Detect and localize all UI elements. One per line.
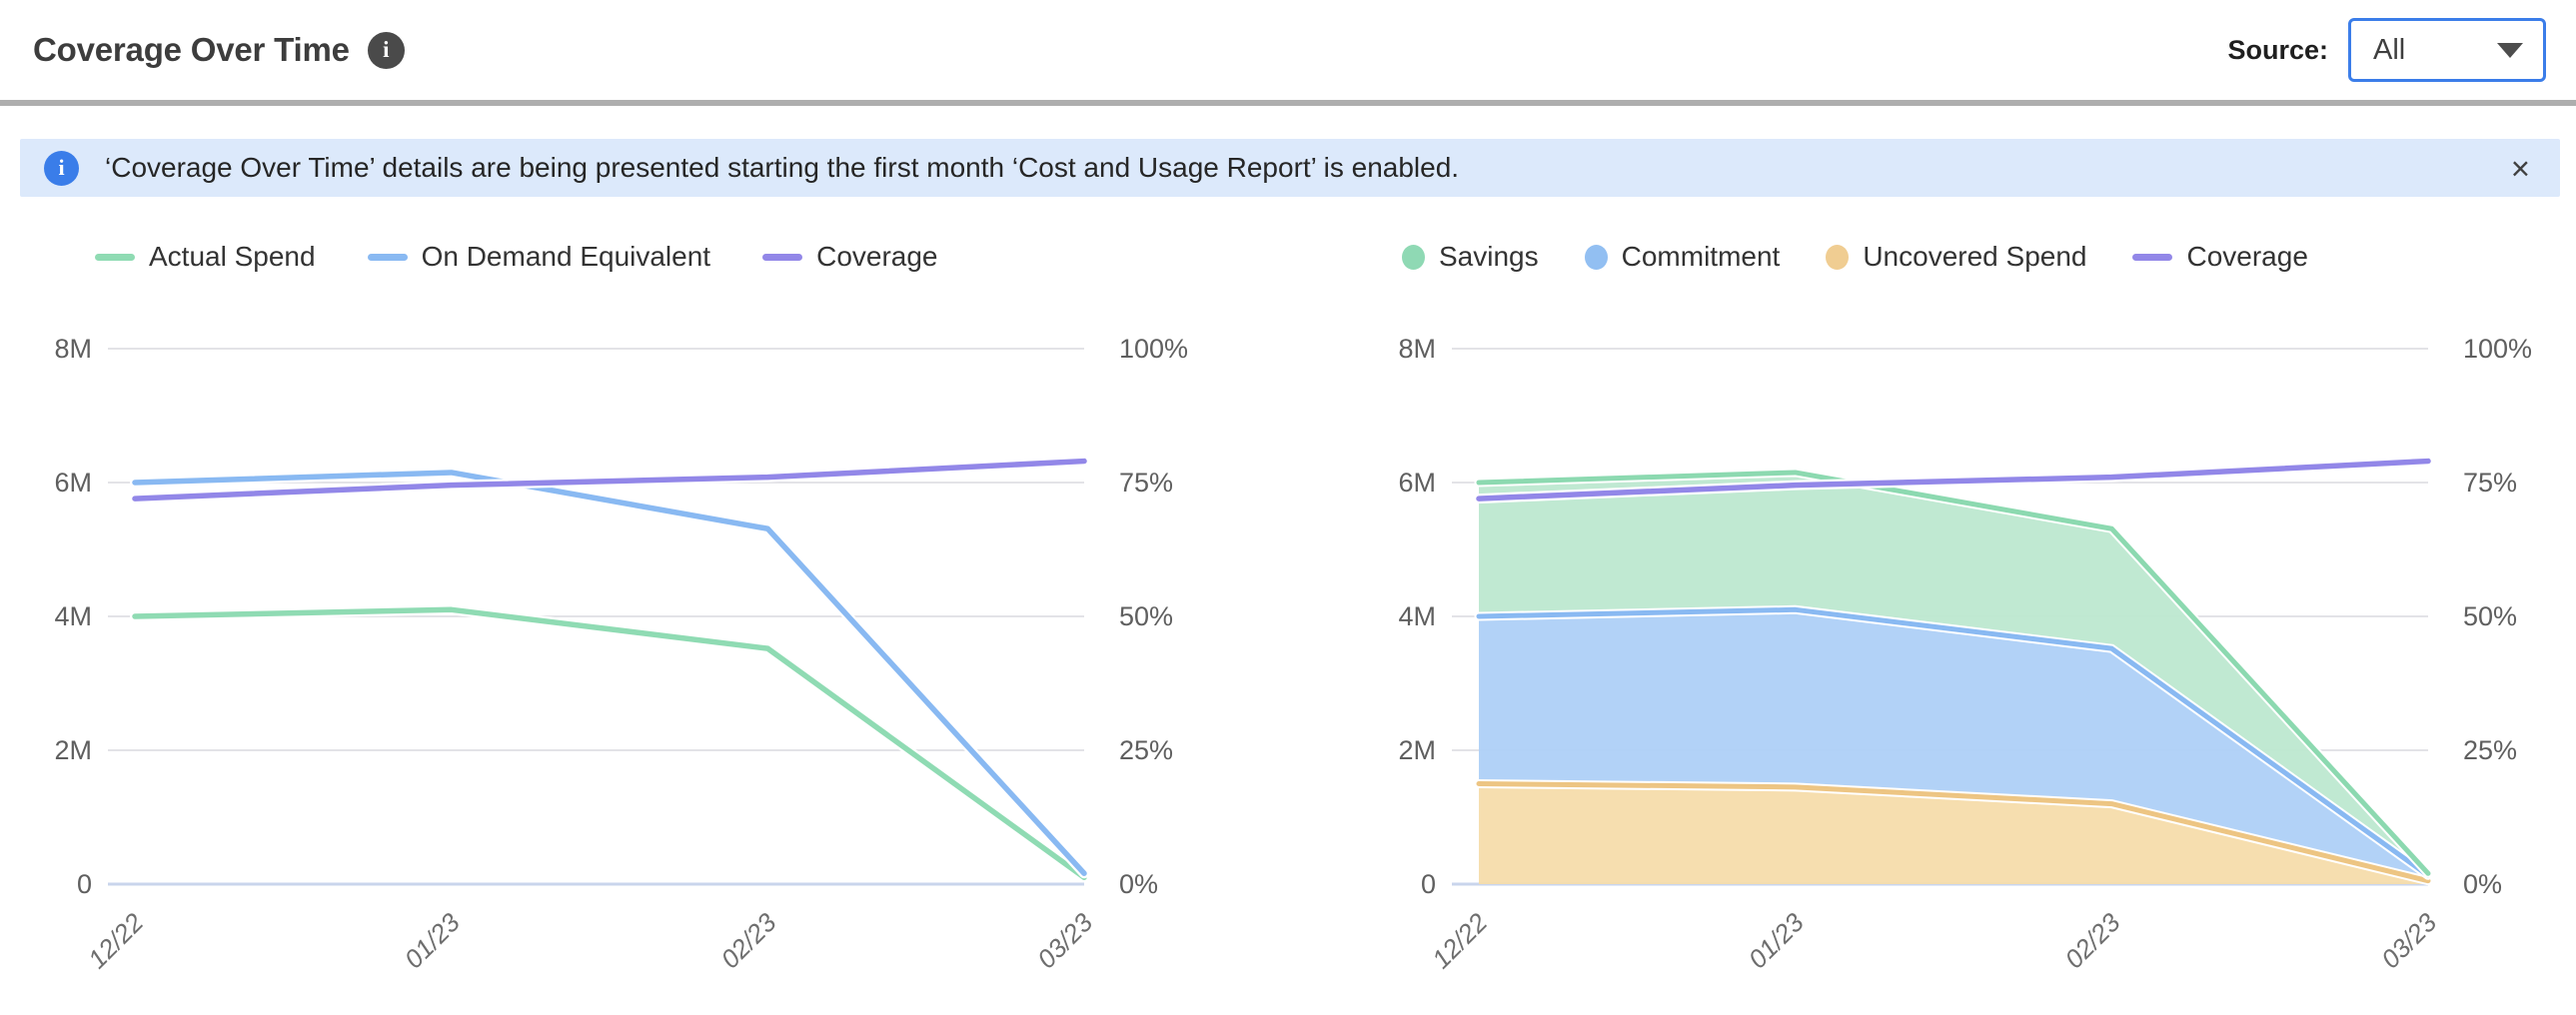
left-axis-tick: 2M — [54, 735, 92, 765]
left-axis-tick: 4M — [54, 601, 92, 631]
widget-header: Coverage Over Time i Source: All — [0, 0, 2576, 106]
chevron-down-icon — [2497, 42, 2523, 58]
chart-canvas: 8M 100% 6M 75% 4M 50% 2M 25% 0 0% 12/22 01/23 02/23 0… — [54, 339, 1188, 975]
source-select[interactable]: All — [2348, 18, 2546, 82]
left-axis-tick: 8M — [1398, 339, 1436, 364]
legend-item-savings[interactable]: Savings — [1402, 241, 1539, 273]
right-axis-tick: 50% — [1119, 601, 1173, 631]
legend-label: Commitment — [1621, 241, 1781, 272]
dot-swatch-icon — [1402, 244, 1425, 270]
spend-lines-chart-panel: Actual Spend On Demand Equivalent Coverage… — [0, 239, 1232, 1004]
x-axis-label: 01/23 — [1743, 907, 1811, 975]
x-axis-label: 02/23 — [714, 907, 782, 975]
left-axis-tick: 4M — [1398, 601, 1436, 631]
x-axis-label: 01/23 — [399, 907, 467, 975]
left-axis-tick: 8M — [54, 339, 92, 364]
page-title: Coverage Over Time — [33, 31, 350, 68]
banner-text: ‘Coverage Over Time’ details are being p… — [105, 152, 1460, 183]
legend-label: Actual Spend — [149, 241, 316, 272]
stacked-savings-plot: 8M 100% 6M 75% 4M 50% 2M 25% 0 0% 12/22 01/23 02/23 0… — [1344, 339, 2576, 1004]
right-axis-tick: 0% — [2463, 869, 2502, 899]
dot-swatch-icon — [1584, 244, 1608, 270]
left-axis-tick: 0 — [77, 869, 92, 899]
left-axis-tick: 0 — [1421, 869, 1436, 899]
source-label: Source: — [2227, 34, 2328, 65]
x-axis-label: 03/23 — [1031, 907, 1099, 975]
source-selected-value: All — [2373, 33, 2406, 66]
chart-canvas: 8M 100% 6M 75% 4M 50% 2M 25% 0 0% 12/22 01/23 02/23 0… — [1398, 339, 2532, 975]
spend-lines-plot: 8M 100% 6M 75% 4M 50% 2M 25% 0 0% 12/22 01/23 02/23 0… — [0, 339, 1232, 1004]
legend-label: Savings — [1439, 241, 1539, 272]
line-swatch-icon — [762, 253, 803, 261]
charts-row: Actual Spend On Demand Equivalent Coverage… — [0, 239, 2576, 1004]
legend-item-actual-spend[interactable]: Actual Spend — [95, 241, 316, 273]
legend-item-coverage[interactable]: Coverage — [762, 241, 938, 273]
right-axis-tick: 25% — [1119, 735, 1173, 765]
dot-swatch-icon — [1826, 244, 1850, 270]
right-axis-tick: 50% — [2463, 601, 2517, 631]
legend-item-on-demand-equivalent[interactable]: On Demand Equivalent — [367, 241, 711, 273]
x-axis-label: 12/22 — [82, 907, 150, 975]
line-swatch-icon — [2132, 253, 2173, 261]
left-axis-tick: 6M — [1398, 468, 1436, 498]
left-axis-tick: 2M — [1398, 735, 1436, 765]
left-axis-tick: 6M — [54, 468, 92, 498]
info-banner: i ‘Coverage Over Time’ details are being… — [20, 139, 2560, 197]
source-control: Source: All — [2227, 18, 2556, 82]
legend-label: Coverage — [2186, 241, 2308, 272]
legend-label: Coverage — [816, 241, 938, 272]
right-axis-tick: 75% — [1119, 468, 1173, 498]
line-swatch-icon — [95, 253, 135, 261]
legend-item-commitment[interactable]: Commitment — [1584, 241, 1781, 273]
right-axis-tick: 0% — [1119, 869, 1158, 899]
x-axis-label: 12/22 — [1426, 907, 1494, 975]
stacked-savings-chart-panel: Savings Commitment Uncovered Spend Coverage… — [1344, 239, 2576, 1004]
right-axis-tick: 25% — [2463, 735, 2517, 765]
x-axis-label: 02/23 — [2058, 907, 2126, 975]
x-axis-label: 03/23 — [2375, 907, 2443, 975]
banner-close-icon[interactable]: × — [2510, 149, 2530, 187]
legend-item-coverage[interactable]: Coverage — [2132, 241, 2308, 273]
legend-label: Uncovered Spend — [1863, 241, 2087, 272]
stacked-savings-legend: Savings Commitment Uncovered Spend Coverage — [1402, 239, 2576, 275]
legend-label: On Demand Equivalent — [421, 241, 711, 272]
banner-info-icon: i — [44, 150, 79, 186]
right-axis-tick: 100% — [2463, 339, 2532, 364]
line-swatch-icon — [367, 253, 408, 261]
title-info-icon[interactable]: i — [367, 31, 405, 69]
legend-item-uncovered-spend[interactable]: Uncovered Spend — [1826, 241, 2086, 273]
right-axis-tick: 100% — [1119, 339, 1188, 364]
title-group: Coverage Over Time i — [33, 31, 405, 69]
spend-lines-legend: Actual Spend On Demand Equivalent Coverage — [95, 239, 1232, 275]
right-axis-tick: 75% — [2463, 468, 2517, 498]
